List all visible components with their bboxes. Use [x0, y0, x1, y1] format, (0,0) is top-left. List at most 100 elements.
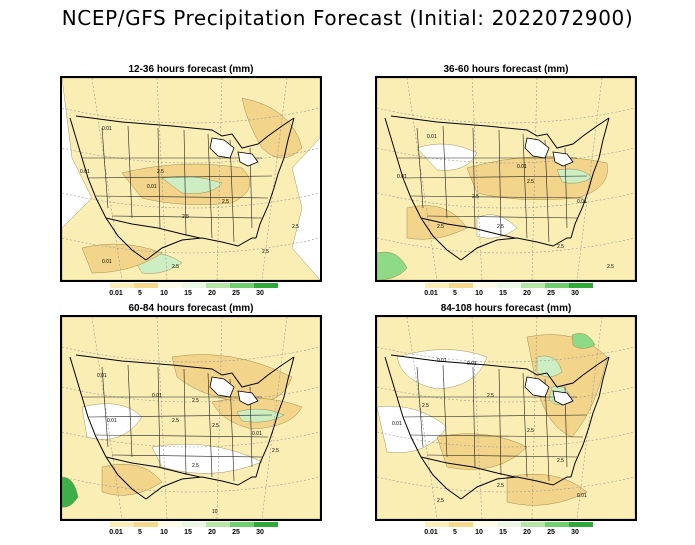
precip-area	[151, 443, 263, 474]
precip-area	[81, 403, 143, 440]
colorbar-label: 20	[208, 529, 216, 536]
precipitation-colorbar: 0.01 5 10 15 20 25 30	[109, 522, 278, 540]
state-boundary	[522, 372, 528, 478]
contour-label: 0.01	[397, 174, 407, 180]
colorbar-swatch	[158, 522, 182, 527]
coastline	[255, 117, 295, 239]
state-boundary	[410, 434, 584, 438]
contour-label: 2.5	[422, 403, 429, 409]
state-boundary	[127, 125, 133, 219]
coastline	[145, 237, 256, 261]
state-boundary	[410, 195, 584, 199]
contour-label: 2.5	[222, 199, 229, 205]
contour-label: 2.5	[487, 393, 494, 399]
contour-label: 2.5	[182, 214, 189, 220]
coastline	[420, 217, 516, 239]
graticule-line	[261, 78, 288, 280]
contour-label: 0.01	[517, 164, 527, 170]
graticule-line	[531, 317, 538, 519]
colorbar-swatch	[473, 522, 497, 527]
graticule-line	[576, 78, 603, 280]
precip-area	[406, 205, 468, 240]
state-boundary	[498, 129, 502, 237]
state-boundary	[416, 366, 424, 448]
colorbar-swatch	[230, 283, 254, 288]
colorbar-swatch	[230, 522, 254, 527]
colorbar-swatch	[473, 283, 497, 288]
coastline	[255, 356, 295, 478]
contour-label: 0.01	[577, 199, 587, 205]
colorbar-swatch	[521, 283, 545, 288]
precip-area	[62, 476, 79, 508]
contour-label: 2.5	[497, 483, 504, 489]
colorbar-swatch	[110, 283, 134, 288]
colorbar-swatch	[254, 522, 278, 527]
graticule-line	[531, 78, 538, 280]
contour-label: 0.01	[107, 418, 117, 424]
colorbar-swatch	[206, 522, 230, 527]
state-boundary	[101, 127, 109, 209]
colorbar-swatches	[110, 522, 278, 527]
colorbar-label: 5	[138, 290, 142, 297]
contour-label: 0.01	[392, 421, 402, 427]
contour-label: 2.5	[527, 179, 534, 185]
colorbar-swatch	[545, 283, 569, 288]
forecast-panel-36-60h: 36-60 hours forecast (mm) 0.01 0.01 0.01 2.…	[375, 64, 637, 304]
contour-label: 0.01	[467, 361, 477, 367]
graticule-line	[377, 237, 635, 254]
colorbar-label: 5	[138, 529, 142, 536]
great-lakes	[524, 137, 574, 167]
colorbar-swatch	[545, 522, 569, 527]
graticule-line	[377, 346, 635, 363]
precipitation-map: 0.01 0.01 0.01 2.5 2.5 2.5 0.01 2.5 2.5 2.5	[60, 76, 322, 282]
graticule-line	[62, 476, 320, 493]
contour-label: 0.01	[102, 126, 112, 132]
graticule-line	[377, 386, 635, 403]
contour-label: 2.5	[212, 423, 219, 429]
colorbar-label: 30	[571, 290, 579, 297]
precipitation-map: 0.01 0.01 2.5 0.01 2.5 2.5 0.01 2.5 2.5 10	[60, 315, 322, 521]
state-boundary	[87, 414, 273, 418]
graticule-line	[62, 431, 320, 448]
coastline	[390, 354, 610, 388]
state-boundary	[127, 364, 133, 458]
coastline	[460, 476, 571, 500]
coastline	[420, 456, 516, 478]
state-boundary	[472, 127, 476, 229]
contour-label: 2.5	[527, 428, 534, 434]
contour-label: 0.01	[102, 259, 112, 265]
contour-label: 2.5	[172, 264, 179, 270]
coastline	[570, 356, 610, 478]
state-boundary	[402, 175, 588, 179]
precipitation-colorbar: 0.01 5 10 15 20 25 30	[424, 522, 593, 540]
colorbar-swatch	[110, 522, 134, 527]
graticule-line	[377, 107, 635, 124]
colorbar-label: 5	[453, 290, 457, 297]
precip-area	[506, 473, 588, 506]
precip-area	[476, 214, 518, 239]
graticule-line	[576, 317, 603, 519]
coastline	[384, 356, 462, 500]
forecast-panel-84-108h: 84-108 hours forecast (mm) 0.01 0.01 2.5 2.…	[375, 303, 637, 543]
graticule-line	[62, 147, 320, 164]
graticule-line	[377, 431, 635, 448]
colorbar-swatch	[182, 522, 206, 527]
precip-area	[571, 333, 596, 349]
coastline	[145, 476, 256, 500]
colorbar-label: 0.01	[109, 529, 123, 536]
colorbar-label: 25	[547, 529, 555, 536]
state-boundary	[111, 454, 263, 458]
contour-label: 2.5	[497, 224, 504, 230]
precipitation-map: 0.01 0.01 2.5 2.5 0.01 2.5 2.5 2.5 0.01 2.5	[375, 315, 637, 521]
colorbar-swatch	[182, 283, 206, 288]
colorbar-label: 25	[232, 290, 240, 297]
colorbar-label: 10	[160, 290, 168, 297]
precip-area	[377, 251, 408, 280]
state-boundary	[95, 195, 269, 199]
precip-area	[377, 406, 448, 453]
precipitation-colorbar: 0.01 5 10 15 20 25 30	[109, 283, 278, 301]
colorbar-label: 15	[184, 529, 192, 536]
contour-label: 0.01	[577, 493, 587, 499]
colorbar-label: 0.01	[424, 529, 438, 536]
colorbar-label: 20	[208, 290, 216, 297]
